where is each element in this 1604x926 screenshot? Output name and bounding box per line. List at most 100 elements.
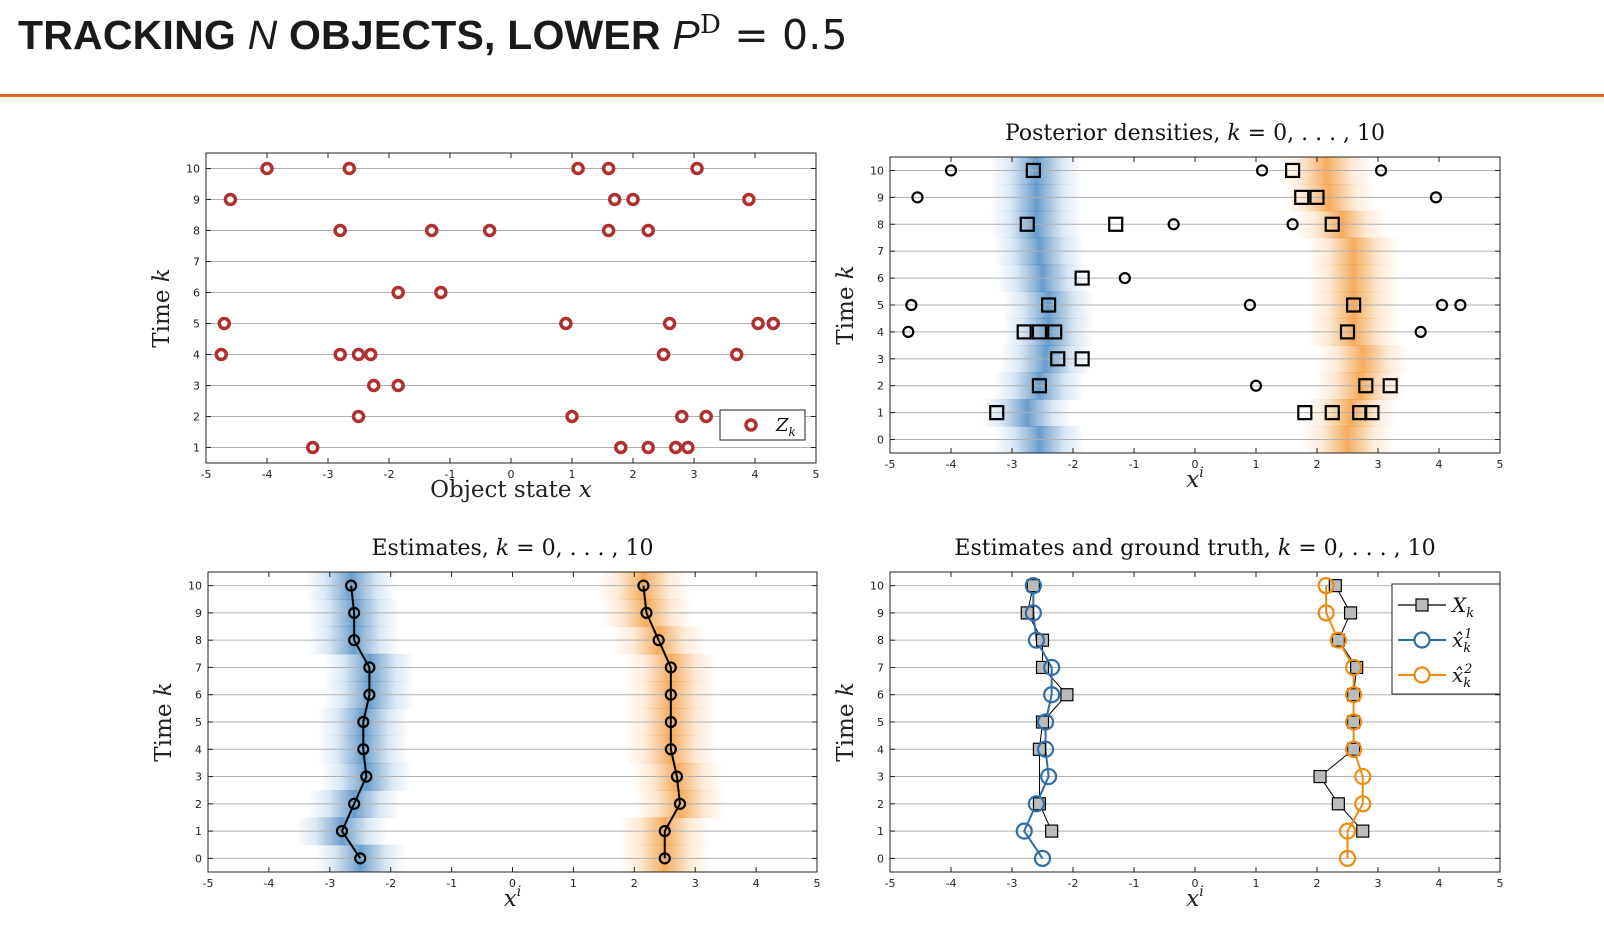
estimate-line bbox=[340, 585, 371, 859]
y-tick-label: 10 bbox=[870, 164, 884, 177]
y-tick-label: 9 bbox=[193, 194, 200, 207]
estimate-point bbox=[1344, 686, 1363, 704]
data-point-square bbox=[1297, 405, 1313, 421]
data-point-circle bbox=[571, 161, 585, 176]
y-tick-label: 5 bbox=[195, 716, 202, 729]
estimate-point bbox=[348, 606, 361, 620]
x-tick-label: -1 bbox=[1129, 458, 1140, 471]
chart-2: -5 -4 -3 -2 -1 0 1 2 3 4 5 0 1 2 3 4 5 6 7 8 9 10 xi Time k Post… bbox=[833, 121, 1504, 493]
data-point-circle bbox=[656, 347, 671, 362]
chart-4: -5 -4 -3 -2 -1 0 1 2 3 4 5 0 1 2 3 4 5 6 7 8 9 10 xi Time k Esti… bbox=[833, 536, 1504, 912]
y-tick-label: 9 bbox=[877, 191, 884, 204]
y-tick-label: 4 bbox=[877, 743, 884, 756]
data-point-square bbox=[1339, 324, 1356, 340]
x-tick-label: 5 bbox=[813, 468, 820, 481]
x-tick-label: 1 bbox=[1253, 877, 1260, 890]
x-tick-label: -4 bbox=[946, 458, 957, 471]
data-point-square bbox=[1050, 351, 1066, 367]
estimate-point bbox=[348, 634, 361, 647]
data-point-square bbox=[1074, 351, 1090, 367]
y-tick-label: 1 bbox=[877, 407, 884, 420]
data-point-square bbox=[1025, 162, 1041, 179]
x-tick-label: -3 bbox=[1007, 877, 1018, 890]
y-tick-label: 6 bbox=[193, 287, 200, 300]
ground-truth-point bbox=[1346, 715, 1361, 729]
y-tick-label: 1 bbox=[193, 442, 200, 455]
y-tick-label: 6 bbox=[195, 689, 202, 702]
data-point-circle bbox=[902, 325, 915, 339]
data-point-circle bbox=[641, 440, 655, 455]
x-tick-label: 4 bbox=[1436, 458, 1443, 471]
ground-truth-point bbox=[1045, 824, 1059, 838]
data-point-square bbox=[1324, 216, 1340, 232]
x-axis-label: Object state x bbox=[430, 477, 592, 503]
data-point-square bbox=[1040, 297, 1057, 313]
y-tick-label: 2 bbox=[877, 380, 884, 393]
data-point-square bbox=[1324, 405, 1340, 421]
data-point-circle bbox=[681, 440, 695, 455]
data-point-circle bbox=[690, 161, 704, 176]
ground-truth-point bbox=[1331, 797, 1345, 811]
x-tick-label: -5 bbox=[885, 458, 896, 471]
data-point-square bbox=[1284, 162, 1301, 179]
x-tick-label: -3 bbox=[323, 468, 334, 481]
x-tick-label: -2 bbox=[1068, 877, 1079, 890]
data-point-square bbox=[1047, 324, 1063, 340]
title-part-b: OBJECTS, LOWER bbox=[277, 12, 673, 58]
estimate-point bbox=[1338, 849, 1357, 867]
data-point-circle bbox=[1286, 218, 1299, 231]
estimate-point bbox=[363, 688, 376, 701]
chart-3: -5 -4 -3 -2 -1 0 1 2 3 4 5 0 1 2 3 4 5 6 7 8 9 10 xi Time k Esti… bbox=[151, 536, 821, 912]
estimate-point bbox=[1027, 631, 1046, 649]
y-axis-label: Time k bbox=[833, 265, 859, 344]
x-tick-label: 3 bbox=[1375, 458, 1382, 471]
x-axis-label: xi bbox=[1186, 465, 1203, 493]
estimate-point bbox=[1015, 822, 1033, 840]
y-tick-label: 10 bbox=[186, 163, 200, 176]
y-axis-label: Time k bbox=[149, 268, 175, 347]
x-tick-label: -2 bbox=[384, 468, 395, 481]
estimate-point bbox=[1036, 740, 1055, 758]
y-tick-label: 8 bbox=[877, 634, 884, 647]
x-tick-label: -1 bbox=[445, 468, 456, 481]
y-tick-label: 0 bbox=[877, 852, 884, 865]
data-point-circle bbox=[1429, 191, 1443, 204]
data-point-square bbox=[1016, 324, 1032, 340]
data-point-circle bbox=[614, 440, 628, 455]
x-tick-label: -1 bbox=[1129, 877, 1140, 890]
x-tick-label: 4 bbox=[1436, 877, 1443, 890]
y-tick-label: 5 bbox=[877, 299, 884, 312]
y-tick-label: 3 bbox=[877, 353, 884, 366]
x-tick-label: -3 bbox=[324, 877, 335, 890]
estimate-point bbox=[637, 579, 650, 592]
x-tick-label: 0 bbox=[1192, 877, 1199, 890]
plot-marks bbox=[902, 162, 1467, 421]
x-tick-label: 3 bbox=[692, 877, 699, 890]
x-tick-label: -5 bbox=[201, 468, 212, 481]
data-point-circle bbox=[1249, 379, 1263, 392]
estimate-point bbox=[1043, 658, 1061, 677]
y-tick-label: 6 bbox=[877, 272, 884, 285]
estimate-point bbox=[1344, 713, 1363, 731]
data-point-circle bbox=[424, 223, 439, 238]
y-tick-label: 7 bbox=[195, 661, 202, 674]
x-tick-label: 2 bbox=[631, 877, 638, 890]
data-point-circle bbox=[333, 347, 347, 362]
data-point-circle bbox=[391, 378, 405, 393]
y-axis-label: Time k bbox=[833, 682, 859, 761]
estimate-point bbox=[652, 634, 665, 647]
y-tick-label: 10 bbox=[188, 580, 202, 593]
ground-truth-point bbox=[1026, 579, 1040, 593]
data-point-circle bbox=[559, 316, 573, 331]
estimate-point bbox=[1354, 795, 1372, 813]
y-tick-label: 4 bbox=[195, 743, 202, 756]
y-tick-label: 2 bbox=[195, 798, 202, 811]
x-tick-label: -4 bbox=[263, 877, 274, 890]
x-tick-label: 5 bbox=[814, 877, 821, 890]
data-point-circle bbox=[729, 347, 744, 362]
data-point-circle bbox=[607, 192, 622, 207]
y-tick-label: 6 bbox=[877, 689, 884, 702]
y-tick-label: 8 bbox=[877, 218, 884, 231]
estimate-point bbox=[363, 661, 376, 674]
estimate-point bbox=[360, 770, 373, 783]
